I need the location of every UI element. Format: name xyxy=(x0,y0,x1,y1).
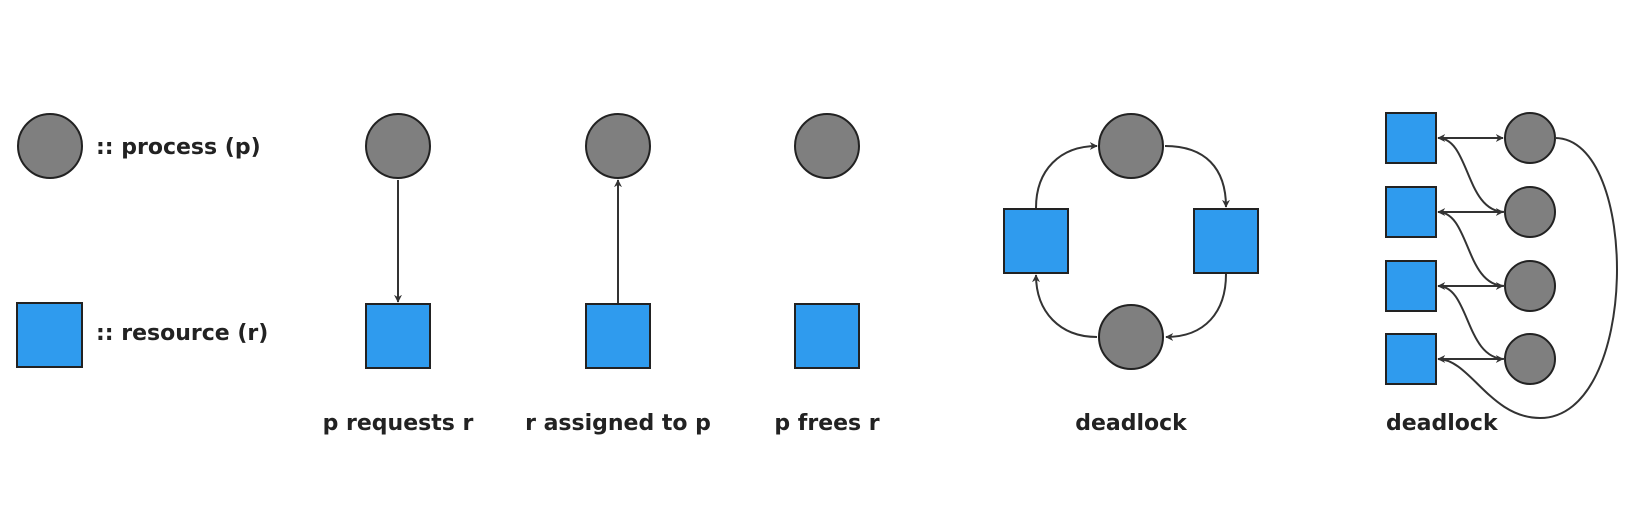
resource-node-3 xyxy=(1385,260,1437,312)
request-edge-2-to-1 xyxy=(1437,134,1506,213)
scenario-deadlock-chain: deadlock xyxy=(1385,112,1618,436)
cycle-edge-top-to-right xyxy=(1164,145,1230,208)
request-edge-3-to-2 xyxy=(1437,208,1506,287)
scenario-request: p requests r xyxy=(323,113,474,436)
legend: :: process (p) :: resource (r) xyxy=(16,113,268,368)
cycle-edge-left-to-top xyxy=(1035,142,1098,209)
resource-node-right xyxy=(1193,208,1259,274)
cycle-edge-bottom-to-left xyxy=(1032,274,1098,338)
process-node-2 xyxy=(1504,186,1556,238)
process-node-top xyxy=(1098,113,1164,179)
caption-frees: p frees r xyxy=(774,411,879,436)
legend-resource-label: :: resource (r) xyxy=(96,321,268,346)
caption-request: p requests r xyxy=(323,411,474,436)
caption-assigned: r assigned to p xyxy=(525,411,711,436)
process-node xyxy=(585,113,651,179)
cycle-edge-right-to-bottom xyxy=(1165,273,1227,341)
resource-node xyxy=(585,303,651,369)
resource-node-left xyxy=(1003,208,1069,274)
resource-node xyxy=(365,303,431,369)
scenario-deadlock-cycle: deadlock xyxy=(1003,113,1259,436)
process-node xyxy=(365,113,431,179)
process-node xyxy=(794,113,860,179)
scenario-assigned: r assigned to p xyxy=(525,113,711,436)
request-edge-1-to-4 xyxy=(1437,137,1618,420)
legend-process-label: :: process (p) xyxy=(96,135,261,160)
caption-deadlock-2: deadlock xyxy=(1386,411,1499,436)
request-edge-4-to-3 xyxy=(1437,282,1506,360)
resource-node-1 xyxy=(1385,112,1437,164)
legend-process-shape xyxy=(17,113,83,179)
resource-node xyxy=(794,303,860,369)
resource-node-2 xyxy=(1385,186,1437,238)
process-node-3 xyxy=(1504,260,1556,312)
legend-resource-shape xyxy=(16,302,83,368)
resource-node-4 xyxy=(1385,333,1437,385)
scenario-frees: p frees r xyxy=(774,113,880,436)
process-node-bottom xyxy=(1098,304,1164,370)
caption-deadlock-1: deadlock xyxy=(1075,411,1188,436)
process-node-1 xyxy=(1504,112,1556,164)
process-node-4 xyxy=(1504,333,1556,385)
